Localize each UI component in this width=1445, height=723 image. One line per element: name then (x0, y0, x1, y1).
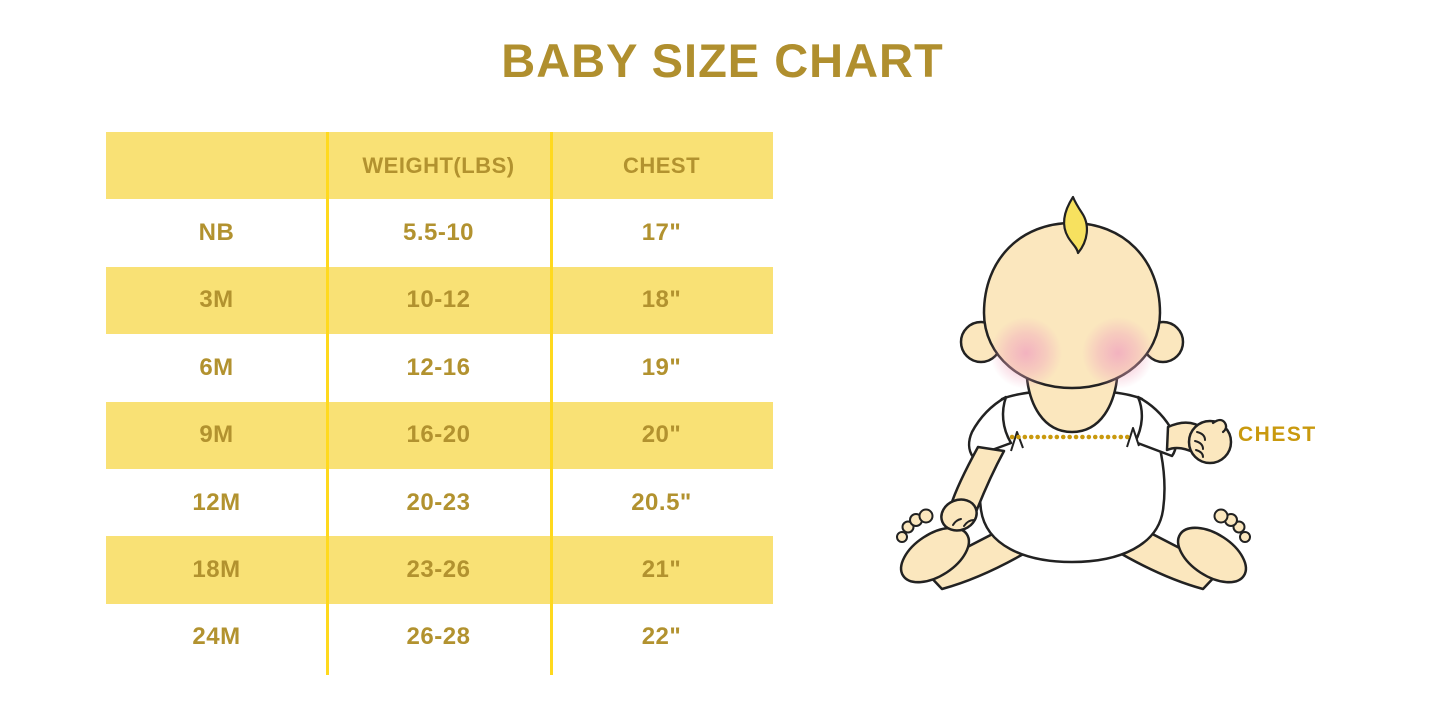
size-cell: NB (198, 219, 235, 247)
chest-cell: 19" (641, 353, 682, 381)
baby-left-arm (940, 445, 1006, 532)
weight-cell: 26-28 (406, 623, 471, 651)
weight-cell: 10-12 (406, 286, 471, 314)
table-row: 12M 20-23 20.5" (106, 469, 773, 536)
table-row: 24M 26-28 22" (106, 604, 773, 671)
baby-right-cheek (1082, 317, 1154, 389)
header-size-cell (106, 132, 327, 199)
baby-left-sleeve (967, 395, 1013, 459)
header-weight-cell: WEIGHT(LBS) (362, 152, 515, 178)
size-table: WEIGHT(LBS) CHEST NB 5.5-10 17" 3M 10-12 18" 6… (106, 132, 773, 675)
right-seam-notch (1126, 427, 1140, 448)
weight-cell: 5.5-10 (402, 219, 475, 247)
baby-left-cheek (990, 317, 1062, 389)
weight-cell: 20-23 (406, 488, 471, 516)
table-row: NB 5.5-10 17" (106, 199, 773, 266)
weight-cell: 12-16 (406, 353, 471, 381)
header-chest-cell: CHEST (622, 152, 701, 178)
chest-measurement-label: CHEST (1238, 423, 1317, 446)
chest-cell: 17" (641, 219, 682, 247)
weight-cell: 16-20 (406, 421, 471, 449)
size-cell: 12M (192, 488, 241, 516)
baby-illustration (880, 185, 1340, 615)
size-table-rows: NB 5.5-10 17" 3M 10-12 18" 6M 12-16 19" 9M 16-20 20… (106, 199, 773, 671)
baby-onesie (978, 388, 1166, 564)
size-cell: 24M (192, 623, 241, 651)
size-cell: 9M (199, 421, 234, 449)
table-row: 6M 12-16 19" (106, 334, 773, 401)
baby-drawing (896, 195, 1251, 591)
column-divider (549, 132, 553, 675)
chest-cell: 21" (641, 556, 682, 584)
table-row: 9M 16-20 20" (106, 401, 773, 469)
column-divider (325, 132, 329, 675)
size-cell: 3M (199, 286, 234, 314)
weight-cell: 23-26 (406, 556, 471, 584)
baby-hair-curl (1063, 195, 1088, 255)
chest-cell: 18" (641, 286, 682, 314)
left-seam-notch (1010, 431, 1024, 452)
table-row: 18M 23-26 21" (106, 536, 773, 604)
size-cell: 6M (199, 353, 234, 381)
chest-cell: 20" (641, 421, 682, 449)
page-title: BABY SIZE CHART (501, 34, 944, 87)
table-row: 3M 10-12 18" (106, 266, 773, 335)
size-table-header-row: WEIGHT(LBS) CHEST (106, 132, 773, 200)
chest-cell: 20.5" (631, 488, 692, 516)
size-cell: 18M (192, 556, 241, 584)
chest-cell: 22" (641, 623, 682, 651)
baby-right-arm (1165, 418, 1233, 465)
